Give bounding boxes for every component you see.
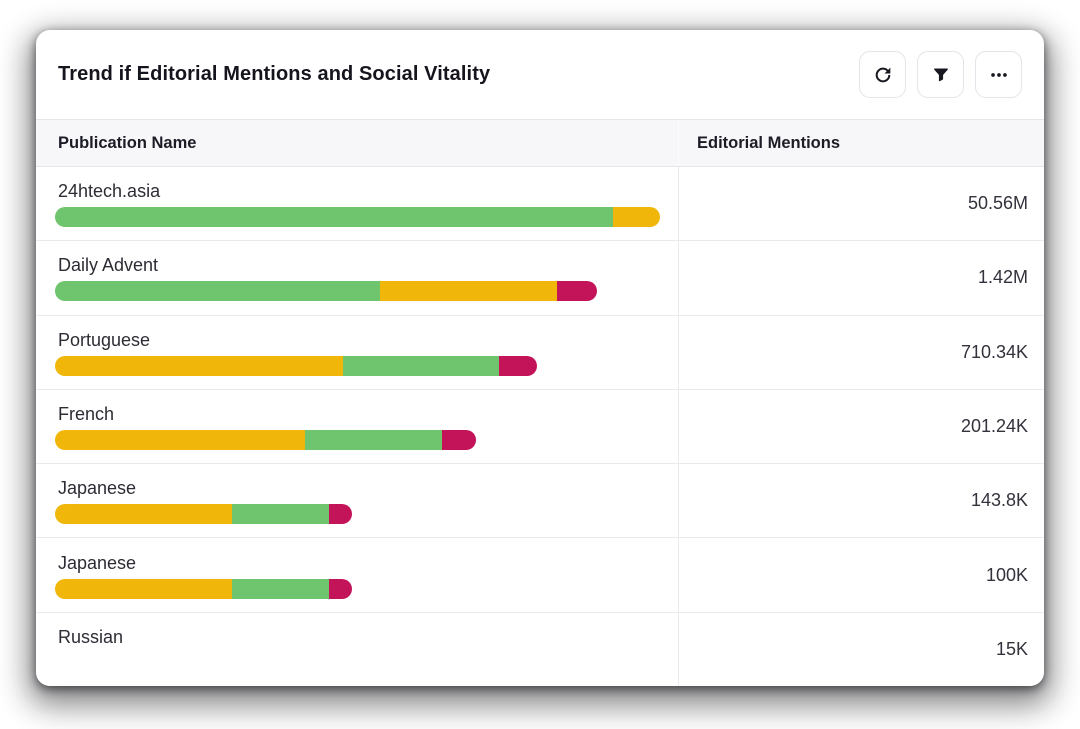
table-row[interactable]: Japanese 143.8K [36, 464, 1044, 539]
toolbar [859, 51, 1022, 98]
stacked-bar [55, 355, 537, 376]
bar-segment-pink [557, 281, 597, 302]
mentions-cell: 710.34K [679, 316, 1044, 389]
publication-label: French [58, 403, 115, 424]
bar-segment-green [232, 578, 329, 599]
table-row[interactable]: Russian 15K [36, 612, 1044, 686]
bar-segment-pink [442, 429, 476, 450]
bar-segment-green [55, 281, 380, 302]
bar-segment-green [232, 504, 329, 525]
publication-label: Daily Advent [58, 255, 159, 276]
mentions-cell: 143.8K [679, 464, 1044, 537]
publication-label: Japanese [58, 552, 137, 573]
filter-button[interactable] [917, 51, 964, 98]
publication-label: Japanese [58, 478, 137, 499]
bar-segment-pink [499, 355, 537, 376]
mentions-value: 710.34K [960, 341, 1028, 362]
mentions-cell: 201.24K [679, 390, 1044, 463]
refresh-icon [872, 64, 894, 86]
bar-segment-yellow [55, 355, 343, 376]
mentions-cell: 100K [679, 538, 1044, 611]
table-row[interactable]: French 201.24K [36, 389, 1044, 465]
column-header-editorial-mentions[interactable]: Editorial Mentions [697, 133, 841, 152]
bar-segment-green [343, 355, 499, 376]
widget-card: Trend if Editorial Mentions and Social V… [36, 30, 1044, 686]
publication-label: 24htech.asia [58, 181, 161, 202]
stacked-bar [55, 578, 352, 599]
publication-cell: Japanese [36, 538, 679, 612]
publication-cell: Portuguese [36, 315, 679, 389]
table-row[interactable]: 24htech.asia 50.56M [36, 167, 1044, 242]
mentions-value: 201.24K [960, 415, 1028, 436]
publication-label: Portuguese [58, 329, 151, 350]
stacked-bar [55, 281, 597, 302]
column-header-publication-name[interactable]: Publication Name [36, 120, 679, 166]
mentions-value: 50.56M [967, 193, 1028, 214]
mentions-value: 1.42M [977, 267, 1028, 288]
publication-cell: Japanese [36, 464, 679, 538]
mentions-cell: 15K [679, 613, 1044, 686]
publication-cell: 24htech.asia [36, 167, 679, 241]
bar-segment-pink [329, 578, 352, 599]
bar-segment-yellow [55, 578, 232, 599]
bar-segment-green [305, 429, 442, 450]
bar-segment-yellow [55, 429, 305, 450]
table-header: Publication Name Editorial Mentions [36, 119, 1044, 167]
mentions-cell: 50.56M [679, 167, 1044, 240]
bar-segment-green [55, 207, 613, 228]
table-row[interactable]: Daily Advent 1.42M [36, 241, 1044, 316]
mentions-value: 15K [995, 638, 1028, 659]
card-header: Trend if Editorial Mentions and Social V… [36, 30, 1044, 119]
table-body: 24htech.asia 50.56M Daily Advent 1.42M P… [36, 167, 1044, 686]
bar-segment-yellow [55, 504, 232, 525]
bar-segment-yellow [613, 207, 660, 228]
refresh-button[interactable] [859, 51, 906, 98]
stacked-bar [55, 504, 352, 525]
publication-cell: Daily Advent [36, 241, 679, 315]
more-options-button[interactable] [975, 51, 1022, 98]
table-row[interactable]: Japanese 100K [36, 538, 1044, 613]
publication-label: Russian [58, 626, 124, 647]
ellipsis-icon [988, 64, 1010, 86]
stacked-bar [55, 207, 660, 228]
publication-cell: Russian [36, 612, 679, 686]
filter-funnel-icon [931, 65, 951, 85]
bar-segment-pink [329, 504, 352, 525]
bar-segment-yellow [380, 281, 557, 302]
mentions-value: 100K [985, 564, 1028, 585]
mentions-value: 143.8K [970, 490, 1028, 511]
table-row[interactable]: Portuguese 710.34K [36, 315, 1044, 390]
mentions-cell: 1.42M [679, 241, 1044, 314]
card-title: Trend if Editorial Mentions and Social V… [58, 63, 491, 85]
publication-cell: French [36, 389, 679, 464]
stacked-bar [55, 429, 476, 450]
